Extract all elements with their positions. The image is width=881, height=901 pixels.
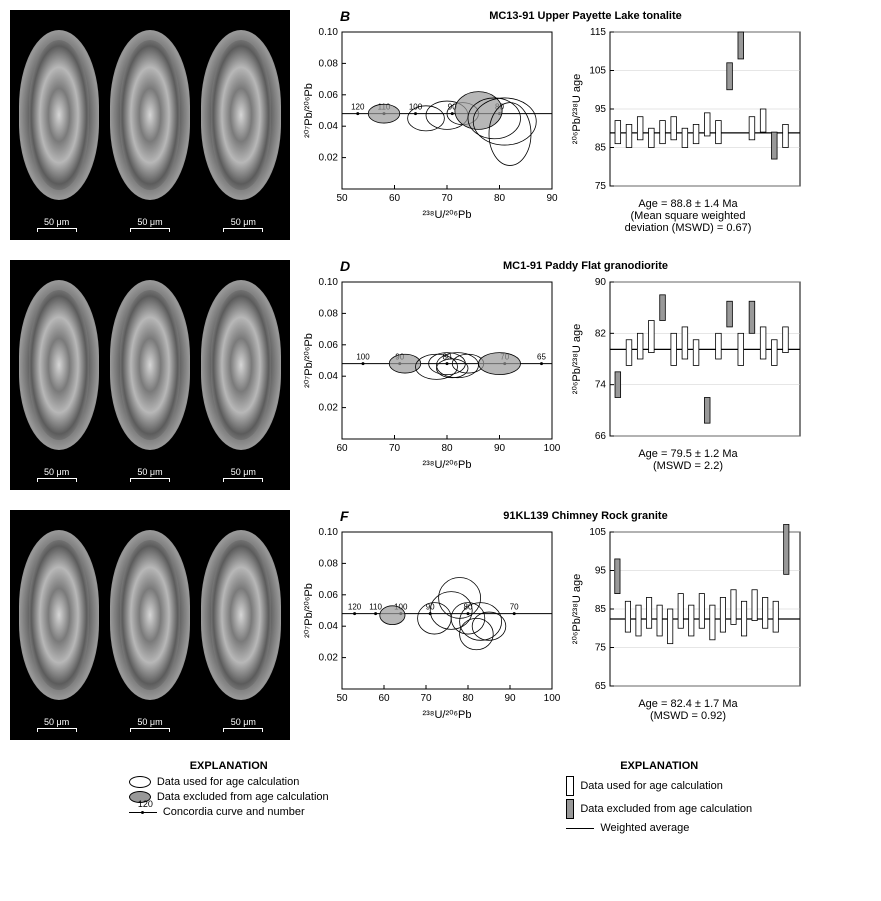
svg-text:120: 120 — [351, 103, 365, 112]
svg-text:²⁰⁶Pb/²³⁸U age: ²⁰⁶Pb/²³⁸U age — [571, 324, 583, 394]
svg-text:100: 100 — [356, 353, 370, 362]
age-text: Age = 79.5 ± 1.2 Ma(MSWD = 2.2) — [568, 448, 808, 472]
scalebar: 50 μm — [130, 717, 170, 732]
tera-wasserburg-chart: 12011010090807050607080901000.020.040.06… — [300, 524, 560, 724]
explanation-title: EXPLANATION — [129, 760, 329, 772]
tera-wasserburg-chart: 120110100908050607080900.020.040.060.080… — [300, 24, 560, 234]
svg-text:0.06: 0.06 — [319, 90, 339, 101]
svg-text:90: 90 — [494, 443, 506, 454]
svg-text:²⁰⁶Pb/²³⁸U age: ²⁰⁶Pb/²³⁸U age — [571, 574, 583, 644]
legend-text: Data used for age calculation — [157, 776, 299, 788]
explanation-title: EXPLANATION — [566, 760, 752, 772]
svg-text:²⁰⁶Pb/²³⁸U age: ²⁰⁶Pb/²³⁸U age — [571, 74, 583, 144]
scalebar: 50 μm — [130, 217, 170, 232]
legend-text: Concordia curve and number — [163, 806, 305, 818]
svg-text:0.08: 0.08 — [319, 558, 339, 569]
svg-text:70: 70 — [441, 193, 453, 204]
svg-text:0.04: 0.04 — [319, 121, 339, 132]
legend-text: Data excluded from age calculation — [580, 803, 752, 815]
chart-title: MC1-91 Paddy Flat granodiorite — [300, 260, 871, 272]
svg-text:70: 70 — [389, 443, 401, 454]
svg-text:²³⁸U/²⁰⁶Pb: ²³⁸U/²⁰⁶Pb — [422, 709, 471, 721]
svg-text:0.06: 0.06 — [319, 340, 339, 351]
svg-text:²⁰⁷Pb/²⁰⁶Pb: ²⁰⁷Pb/²⁰⁶Pb — [303, 83, 315, 138]
svg-text:0.02: 0.02 — [319, 653, 339, 664]
svg-text:²⁰⁷Pb/²⁰⁶Pb: ²⁰⁷Pb/²⁰⁶Pb — [303, 583, 315, 638]
age-text: Age = 82.4 ± 1.7 Ma(MSWD = 0.92) — [568, 698, 808, 722]
svg-text:50: 50 — [336, 693, 348, 704]
svg-text:0.10: 0.10 — [319, 527, 339, 538]
age-text: Age = 88.8 ± 1.4 Ma(Mean square weighted… — [568, 198, 808, 234]
svg-text:0.10: 0.10 — [319, 27, 339, 38]
svg-text:110: 110 — [369, 603, 382, 612]
svg-text:²⁰⁷Pb/²⁰⁶Pb: ²⁰⁷Pb/²⁰⁶Pb — [303, 333, 315, 388]
chart-title: MC13-91 Upper Payette Lake tonalite — [300, 10, 871, 22]
scalebar: 50 μm — [223, 467, 263, 482]
svg-text:66: 66 — [595, 431, 607, 442]
svg-text:85: 85 — [595, 143, 607, 154]
svg-text:90: 90 — [595, 277, 607, 288]
svg-text:105: 105 — [589, 527, 606, 538]
svg-text:0.08: 0.08 — [319, 58, 339, 69]
svg-text:100: 100 — [409, 103, 423, 112]
svg-text:100: 100 — [544, 443, 560, 454]
legend-text: Data used for age calculation — [580, 780, 722, 792]
svg-text:60: 60 — [336, 443, 348, 454]
svg-text:115: 115 — [590, 27, 606, 38]
scalebar: 50 μm — [223, 717, 263, 732]
svg-text:60: 60 — [389, 193, 401, 204]
svg-text:0.04: 0.04 — [319, 371, 339, 382]
tera-wasserburg-chart: 10090807065607080901000.020.040.060.080.… — [300, 274, 560, 474]
cl-image-panel: E50 μm50 μm50 μm — [10, 510, 290, 740]
weighted-average-chart: 75 85 95 105 115 ²⁰⁶Pb/²³⁸U age — [568, 24, 808, 194]
svg-text:0.06: 0.06 — [319, 590, 339, 601]
concordia-icon: 120 — [129, 812, 157, 813]
bar-open-icon — [566, 776, 574, 796]
ellipse-open-icon — [129, 776, 151, 788]
cl-image-panel: A50 μm50 μm50 μm — [10, 10, 290, 240]
svg-text:95: 95 — [595, 104, 607, 115]
svg-text:0.02: 0.02 — [319, 403, 339, 414]
scalebar: 50 μm — [223, 217, 263, 232]
cl-image-panel: C50 μm50 μm50 μm — [10, 260, 290, 490]
weighted-average-chart: 66 74 82 90 ²⁰⁶Pb/²³⁸U age — [568, 274, 808, 444]
svg-text:0.08: 0.08 — [319, 308, 339, 319]
scalebar: 50 μm — [37, 217, 77, 232]
svg-text:0.04: 0.04 — [319, 621, 339, 632]
svg-text:105: 105 — [589, 66, 606, 77]
explanation: EXPLANATION Data used for age calculatio… — [10, 760, 871, 837]
svg-text:²³⁸U/²⁰⁶Pb: ²³⁸U/²⁰⁶Pb — [422, 459, 471, 471]
svg-text:65: 65 — [537, 353, 546, 362]
svg-text:74: 74 — [595, 380, 607, 391]
svg-text:80: 80 — [441, 443, 453, 454]
svg-text:75: 75 — [595, 643, 607, 654]
svg-text:70: 70 — [510, 603, 519, 612]
chart-title: 91KL139 Chimney Rock granite — [300, 510, 871, 522]
svg-text:100: 100 — [544, 693, 560, 704]
weighted-average-chart: 65 75 85 95 105 ²⁰⁶Pb/²³⁸U age — [568, 524, 808, 694]
svg-text:75: 75 — [595, 181, 607, 192]
svg-text:0.02: 0.02 — [319, 153, 339, 164]
svg-text:120: 120 — [348, 603, 362, 612]
scalebar: 50 μm — [130, 467, 170, 482]
svg-text:82: 82 — [595, 328, 607, 339]
svg-text:80: 80 — [494, 193, 506, 204]
svg-text:50: 50 — [336, 193, 348, 204]
bar-fill-icon — [566, 799, 574, 819]
svg-text:70: 70 — [420, 693, 432, 704]
scalebar: 50 μm — [37, 717, 77, 732]
svg-text:60: 60 — [378, 693, 390, 704]
legend-text: Data excluded from age calculation — [157, 791, 329, 803]
svg-text:80: 80 — [462, 693, 474, 704]
svg-text:95: 95 — [595, 566, 607, 577]
svg-text:90: 90 — [504, 693, 516, 704]
line-icon — [566, 828, 594, 829]
svg-text:²³⁸U/²⁰⁶Pb: ²³⁸U/²⁰⁶Pb — [422, 209, 471, 221]
svg-text:85: 85 — [595, 604, 607, 615]
scalebar: 50 μm — [37, 467, 77, 482]
svg-text:65: 65 — [595, 681, 607, 692]
svg-text:0.10: 0.10 — [319, 277, 339, 288]
legend-text: Weighted average — [600, 822, 689, 834]
svg-text:90: 90 — [546, 193, 558, 204]
